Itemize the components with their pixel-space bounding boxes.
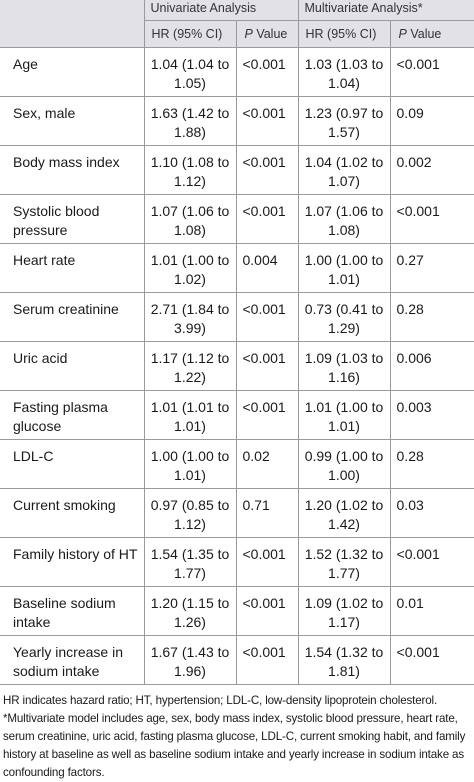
header-uni-p-rest: Value	[252, 27, 288, 41]
row-multi-hr: 1.00 (1.00 to 1.01)	[297, 243, 391, 293]
row-multi-hr: 1.01 (1.00 to 1.01)	[297, 390, 391, 440]
row-multi-p: <0.001	[389, 635, 474, 685]
table-row: Current smoking 0.97 (0.85 to 1.12) 0.71…	[0, 488, 474, 538]
row-uni-hr: 1.17 (1.12 to 1.22)	[143, 341, 236, 391]
row-uni-p: <0.001	[235, 390, 299, 440]
row-uni-hr: 1.07 (1.06 to 1.08)	[143, 194, 236, 244]
hazard-ratio-table: Univariate Analysis Multivariate Analysi…	[0, 0, 474, 685]
row-multi-p: 0.01	[389, 586, 474, 636]
row-multi-hr: 0.99 (1.00 to 1.00)	[297, 439, 391, 489]
row-uni-hr: 1.04 (1.04 to 1.05)	[143, 47, 236, 97]
table-row: Family history of HT 1.54 (1.35 to 1.77)…	[0, 537, 474, 587]
header-multi-hr: HR (95% CI)	[297, 20, 391, 48]
row-uni-p: <0.001	[235, 145, 299, 195]
row-variable-name: Sex, male	[0, 96, 144, 146]
row-uni-hr: 1.63 (1.42 to 1.88)	[143, 96, 236, 146]
row-uni-p: 0.71	[235, 488, 299, 538]
row-uni-hr: 0.97 (0.85 to 1.12)	[143, 488, 236, 538]
row-multi-p: <0.001	[389, 47, 474, 97]
row-multi-hr: 1.54 (1.32 to 1.81)	[297, 635, 391, 685]
row-multi-p: <0.001	[389, 537, 474, 587]
row-variable-name: Yearly increase in sodium intake	[0, 635, 144, 685]
header-multi-p-italic: P	[398, 27, 407, 41]
row-variable-name: Systolic blood pressure	[0, 194, 144, 244]
row-uni-p: <0.001	[235, 635, 299, 685]
row-uni-p: <0.001	[235, 47, 299, 97]
row-variable-name: Body mass index	[0, 145, 144, 195]
row-uni-hr: 1.20 (1.15 to 1.26)	[143, 586, 236, 636]
row-multi-hr: 1.52 (1.32 to 1.77)	[297, 537, 391, 587]
row-uni-hr: 1.01 (1.01 to 1.01)	[143, 390, 236, 440]
row-uni-hr: 2.71 (1.84 to 3.99)	[143, 292, 236, 342]
row-multi-hr: 1.09 (1.02 to 1.17)	[297, 586, 391, 636]
table-row: Serum creatinine 2.71 (1.84 to 3.99) <0.…	[0, 292, 474, 342]
table-row: Age 1.04 (1.04 to 1.05) <0.001 1.03 (1.0…	[0, 47, 474, 97]
row-uni-hr: 1.01 (1.00 to 1.02)	[143, 243, 236, 293]
row-uni-hr: 1.00 (1.00 to 1.01)	[143, 439, 236, 489]
header-multi-p: P Value	[389, 20, 474, 48]
row-multi-hr: 0.73 (0.41 to 1.29)	[297, 292, 391, 342]
row-multi-hr: 1.23 (0.97 to 1.57)	[297, 96, 391, 146]
row-uni-hr: 1.67 (1.43 to 1.96)	[143, 635, 236, 685]
row-multi-p: 0.28	[389, 439, 474, 489]
header-univariate-analysis: Univariate Analysis	[143, 0, 299, 21]
row-variable-name: LDL-C	[0, 439, 144, 489]
row-variable-name: Heart rate	[0, 243, 144, 293]
header-multi-p-rest: Value	[406, 27, 442, 41]
row-uni-p: <0.001	[235, 341, 299, 391]
table-footnotes: HR indicates hazard ratio; HT, hypertens…	[0, 685, 474, 782]
row-multi-p: 0.03	[389, 488, 474, 538]
table-row: Body mass index 1.10 (1.08 to 1.12) <0.0…	[0, 145, 474, 195]
header-empty-cell	[0, 0, 144, 21]
row-uni-p: <0.001	[235, 537, 299, 587]
row-uni-p: 0.004	[235, 243, 299, 293]
table-row: LDL-C 1.00 (1.00 to 1.01) 0.02 0.99 (1.0…	[0, 439, 474, 489]
header-row-columns: HR (95% CI) P Value HR (95% CI) P Value	[0, 20, 474, 48]
table-row: Systolic blood pressure 1.07 (1.06 to 1.…	[0, 194, 474, 244]
row-variable-name: Uric acid	[0, 341, 144, 391]
table-row: Fasting plasma glucose 1.01 (1.01 to 1.0…	[0, 390, 474, 440]
header-row-groups: Univariate Analysis Multivariate Analysi…	[0, 0, 474, 21]
row-variable-name: Family history of HT	[0, 537, 144, 587]
row-uni-p: <0.001	[235, 586, 299, 636]
row-multi-p: <0.001	[389, 194, 474, 244]
row-multi-p: 0.006	[389, 341, 474, 391]
row-uni-p: <0.001	[235, 96, 299, 146]
header-variable-cell	[0, 20, 144, 48]
row-multi-hr: 1.03 (1.03 to 1.04)	[297, 47, 391, 97]
table-row: Baseline sodium intake 1.20 (1.15 to 1.2…	[0, 586, 474, 636]
row-uni-p: <0.001	[235, 292, 299, 342]
row-variable-name: Baseline sodium intake	[0, 586, 144, 636]
row-variable-name: Serum creatinine	[0, 292, 144, 342]
row-multi-hr: 1.09 (1.03 to 1.16)	[297, 341, 391, 391]
row-multi-p: 0.27	[389, 243, 474, 293]
table-row: Heart rate 1.01 (1.00 to 1.02) 0.004 1.0…	[0, 243, 474, 293]
row-multi-p: 0.28	[389, 292, 474, 342]
row-multi-hr: 1.07 (1.06 to 1.08)	[297, 194, 391, 244]
header-uni-hr: HR (95% CI)	[143, 20, 236, 48]
row-multi-hr: 1.04 (1.02 to 1.07)	[297, 145, 391, 195]
table-row: Sex, male 1.63 (1.42 to 1.88) <0.001 1.2…	[0, 96, 474, 146]
header-uni-p-italic: P	[244, 27, 253, 41]
row-multi-p: 0.002	[389, 145, 474, 195]
row-uni-p: 0.02	[235, 439, 299, 489]
row-uni-hr: 1.10 (1.08 to 1.12)	[143, 145, 236, 195]
row-uni-hr: 1.54 (1.35 to 1.77)	[143, 537, 236, 587]
row-variable-name: Current smoking	[0, 488, 144, 538]
header-uni-p: P Value	[235, 20, 299, 48]
row-variable-name: Age	[0, 47, 144, 97]
table-row: Yearly increase in sodium intake 1.67 (1…	[0, 635, 474, 685]
table-body: Age 1.04 (1.04 to 1.05) <0.001 1.03 (1.0…	[0, 47, 474, 685]
row-uni-p: <0.001	[235, 194, 299, 244]
row-multi-p: 0.09	[389, 96, 474, 146]
table-row: Uric acid 1.17 (1.12 to 1.22) <0.001 1.0…	[0, 341, 474, 391]
row-variable-name: Fasting plasma glucose	[0, 390, 144, 440]
row-multi-p: 0.003	[389, 390, 474, 440]
footnote-multivariate: *Multivariate model includes age, sex, b…	[3, 712, 466, 779]
footnote-abbreviations: HR indicates hazard ratio; HT, hypertens…	[3, 694, 438, 707]
row-multi-hr: 1.20 (1.02 to 1.42)	[297, 488, 391, 538]
header-multivariate-analysis: Multivariate Analysis*	[297, 0, 474, 21]
